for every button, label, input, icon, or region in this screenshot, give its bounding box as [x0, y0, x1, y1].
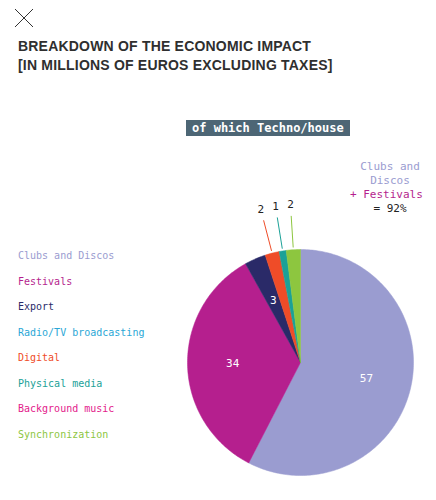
html-text:Physical media: Physical media [18, 377, 103, 389]
html-text:Synchronization: Synchronization [18, 428, 109, 440]
html-text:[IN MILLIONS OF EUROS EXCLUDIN: [IN MILLIONS OF EUROS EXCLUDING TAXES] [18, 57, 333, 73]
html-text:BREAKDOWN OF THE ECONOMIC IMPA: BREAKDOWN OF THE ECONOMIC IMPACT [18, 38, 312, 54]
html-text:Digital: Digital [18, 352, 61, 363]
svg-text:2: 2 [287, 198, 294, 211]
html-text:Radio/TV broadcasting: Radio/TV broadcasting [18, 326, 145, 338]
html-text:Clubs and Discos: Clubs and Discos [360, 160, 420, 187]
svg-text:1: 1 [272, 200, 279, 213]
svg-text:34: 34 [226, 357, 240, 370]
html-text:Festivals: Festivals [18, 275, 73, 287]
html-text:of which Techno/house: of which Techno/house [192, 121, 344, 135]
svg-text:2: 2 [257, 203, 264, 216]
html-text:Background music: Background music [18, 403, 115, 414]
html-text:Clubs and Discos: Clubs and Discos [18, 250, 115, 261]
html-text:Export: Export [18, 301, 55, 312]
svg-text:3: 3 [270, 294, 277, 307]
html-text:= 92%: = 92% [373, 202, 407, 215]
html-text:+ Festivals: + Festivals [350, 188, 423, 201]
svg-text:57: 57 [360, 372, 373, 385]
